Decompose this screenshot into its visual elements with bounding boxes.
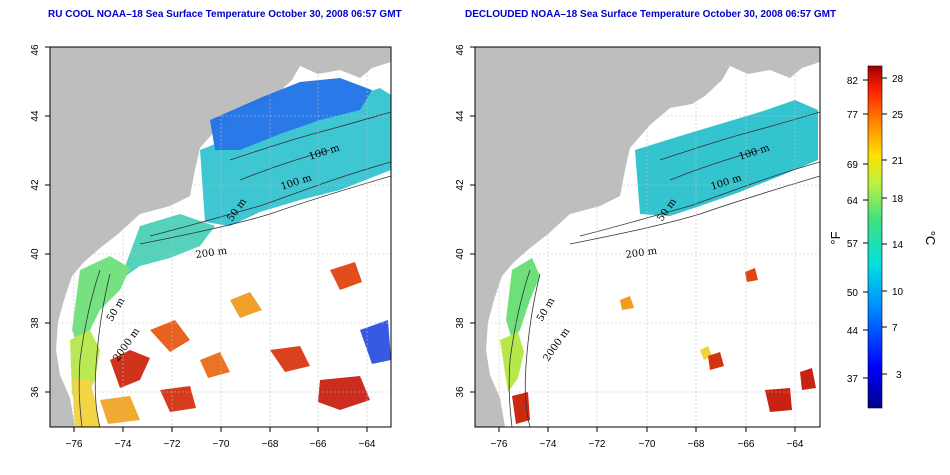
x-tick-label: −70 xyxy=(639,439,656,450)
contour-label: 200 m xyxy=(195,246,228,261)
x-axis: −76 −74 −72 −70 −68 −66 −64 xyxy=(66,427,376,450)
c-tick-label: 14 xyxy=(892,240,904,251)
bathymetry-contours xyxy=(508,111,820,427)
colorbar-c-ticks: 28 25 21 18 14 10 7 3 xyxy=(882,74,904,381)
x-axis: −76 −74 −72 −70 −68 −66 −64 xyxy=(491,427,804,450)
c-tick-label: 10 xyxy=(892,287,904,298)
x-tick-label: −76 xyxy=(66,439,83,450)
y-tick-label: 42 xyxy=(30,179,41,191)
x-tick-label: −68 xyxy=(688,439,705,450)
right-sst-map: 100 m 100 m 50 m 200 m 50 m 2000 m −76 −… xyxy=(455,44,821,450)
f-tick-label: 77 xyxy=(847,110,859,121)
y-axis: 36 38 40 42 44 46 xyxy=(30,44,50,398)
c-tick-label: 18 xyxy=(892,194,904,205)
left-sst-map: 100 m 100 m 50 m 200 m 50 m 2000 m −76 −… xyxy=(30,44,392,450)
f-tick-label: 57 xyxy=(847,239,859,250)
x-tick-label: −64 xyxy=(787,439,804,450)
x-tick-label: −74 xyxy=(115,439,132,450)
f-tick-label: 69 xyxy=(847,160,859,171)
y-tick-label: 44 xyxy=(30,110,41,122)
c-tick-label: 28 xyxy=(892,74,904,85)
x-tick-label: −70 xyxy=(213,439,230,450)
y-tick-label: 46 xyxy=(455,44,466,56)
sst-pixels xyxy=(70,78,391,427)
colorbar-f-ticks: 82 77 69 64 57 50 44 37 xyxy=(847,76,868,385)
y-tick-label: 40 xyxy=(455,248,466,260)
f-tick-label: 50 xyxy=(847,288,859,299)
land-mass-north xyxy=(300,47,391,66)
fahrenheit-unit-label: °F xyxy=(828,231,843,244)
x-tick-label: −68 xyxy=(262,439,279,450)
y-tick-label: 44 xyxy=(455,110,466,122)
y-tick-label: 36 xyxy=(455,386,466,398)
f-tick-label: 44 xyxy=(847,326,859,337)
x-tick-label: −66 xyxy=(738,439,755,450)
bathymetry-contours xyxy=(78,111,391,427)
y-axis: 36 38 40 42 44 46 xyxy=(455,44,475,398)
contour-label: 200 m xyxy=(625,246,658,261)
x-tick-label: −66 xyxy=(310,439,327,450)
colorbar-gradient xyxy=(867,65,883,409)
f-tick-label: 37 xyxy=(847,374,859,385)
left-panel-title: RU COOL NOAA–18 Sea Surface Temperature … xyxy=(48,9,402,20)
f-tick-label: 64 xyxy=(847,196,859,207)
x-tick-label: −76 xyxy=(491,439,508,450)
x-tick-label: −74 xyxy=(540,439,557,450)
y-tick-label: 40 xyxy=(30,248,41,260)
celsius-unit-label: °C xyxy=(923,231,938,246)
c-tick-label: 3 xyxy=(896,370,902,381)
c-tick-label: 7 xyxy=(892,323,898,334)
c-tick-label: 21 xyxy=(892,156,904,167)
y-tick-label: 36 xyxy=(30,386,41,398)
x-tick-label: −72 xyxy=(164,439,181,450)
right-panel-title: DECLOUDED NOAA–18 Sea Surface Temperatur… xyxy=(465,9,837,20)
x-tick-label: −64 xyxy=(359,439,376,450)
y-tick-label: 42 xyxy=(455,179,466,191)
land-mass xyxy=(475,47,820,427)
sst-pixels xyxy=(500,100,818,424)
c-tick-label: 25 xyxy=(892,110,904,121)
y-tick-label: 46 xyxy=(30,44,41,56)
y-tick-label: 38 xyxy=(30,317,41,329)
land-mass xyxy=(50,47,391,427)
temperature-colorbar: 82 77 69 64 57 50 44 37 28 25 21 18 14 1… xyxy=(828,65,938,409)
y-tick-label: 38 xyxy=(455,317,466,329)
f-tick-label: 82 xyxy=(847,76,859,87)
graticule xyxy=(50,47,391,427)
graticule xyxy=(475,47,820,427)
x-tick-label: −72 xyxy=(589,439,606,450)
